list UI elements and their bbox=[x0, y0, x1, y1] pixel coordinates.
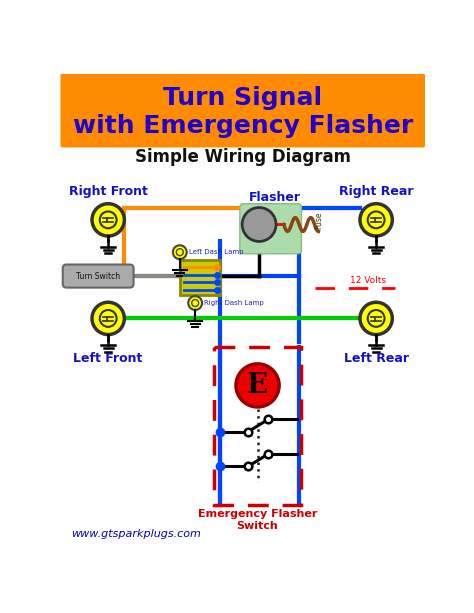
Circle shape bbox=[236, 364, 279, 407]
FancyBboxPatch shape bbox=[61, 74, 425, 148]
Circle shape bbox=[173, 245, 187, 259]
Circle shape bbox=[360, 302, 392, 335]
Text: Right Rear: Right Rear bbox=[339, 185, 413, 198]
Circle shape bbox=[188, 296, 202, 310]
Text: Right Front: Right Front bbox=[69, 185, 147, 198]
Text: Left Front: Left Front bbox=[73, 351, 143, 365]
Text: Left Dash Lamp: Left Dash Lamp bbox=[189, 249, 244, 255]
Circle shape bbox=[92, 302, 124, 335]
Text: Emergency Flasher
Switch: Emergency Flasher Switch bbox=[198, 509, 317, 531]
FancyBboxPatch shape bbox=[63, 265, 134, 287]
Circle shape bbox=[360, 204, 392, 236]
FancyBboxPatch shape bbox=[240, 204, 301, 254]
Text: E: E bbox=[247, 372, 268, 399]
FancyBboxPatch shape bbox=[180, 260, 220, 295]
Text: Flasher: Flasher bbox=[248, 191, 301, 205]
Text: Turn Switch: Turn Switch bbox=[76, 272, 120, 281]
Text: Fuse: Fuse bbox=[315, 212, 324, 229]
Circle shape bbox=[242, 208, 276, 242]
Text: Simple Wiring Diagram: Simple Wiring Diagram bbox=[135, 148, 351, 166]
Text: Turn Signal
with Emergency Flasher: Turn Signal with Emergency Flasher bbox=[73, 86, 413, 138]
Circle shape bbox=[92, 204, 124, 236]
Text: www.gtsparkplugs.com: www.gtsparkplugs.com bbox=[71, 530, 201, 539]
Text: Right Dash Lamp: Right Dash Lamp bbox=[204, 300, 264, 306]
Text: 12 Volts: 12 Volts bbox=[350, 276, 386, 285]
Text: Left Rear: Left Rear bbox=[344, 351, 409, 365]
